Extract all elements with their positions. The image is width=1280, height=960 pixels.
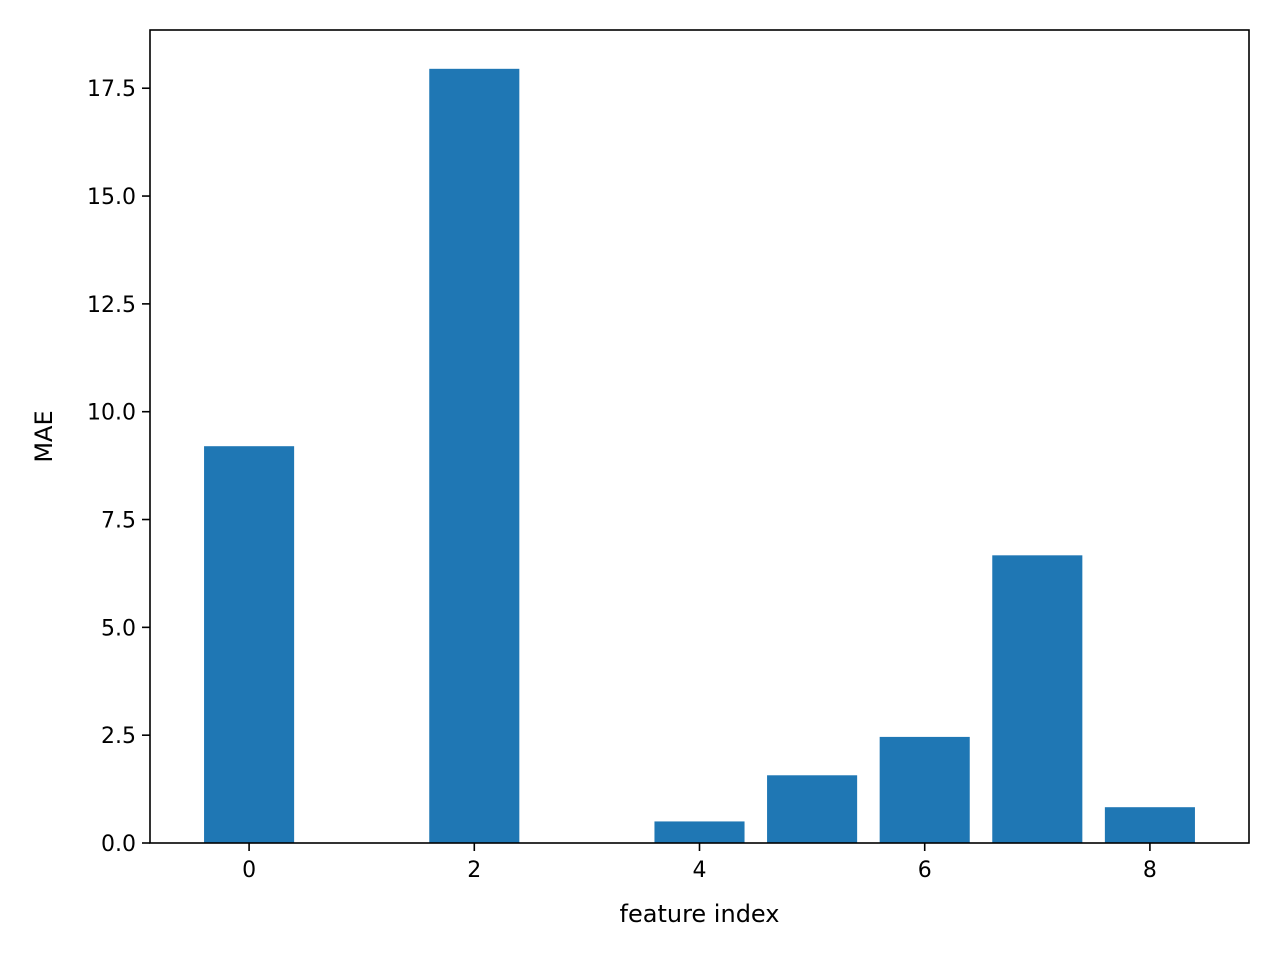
bar-feature-8 — [1104, 807, 1195, 843]
y-tick-label: 2.5 — [101, 724, 136, 749]
x-tick-label: 4 — [693, 858, 707, 883]
bar-feature-5 — [767, 775, 858, 843]
y-axis-label: MAE — [30, 410, 58, 462]
x-tick-label: 0 — [242, 858, 256, 883]
bar-feature-4 — [654, 821, 745, 843]
y-tick-label: 17.5 — [87, 77, 136, 102]
y-tick-label: 0.0 — [101, 832, 136, 857]
bar-feature-6 — [879, 736, 970, 843]
x-tick-label: 2 — [467, 858, 481, 883]
y-tick-label: 12.5 — [87, 293, 136, 318]
bars-group — [204, 68, 1195, 844]
y-tick-label: 7.5 — [101, 509, 136, 534]
bar-feature-0 — [204, 446, 295, 843]
x-axis-label: feature index — [620, 900, 780, 928]
y-tick-label: 15.0 — [87, 185, 136, 210]
x-axis-ticks: 0 2 4 6 8 — [242, 843, 1157, 883]
x-tick-label: 6 — [918, 858, 932, 883]
x-tick-label: 8 — [1143, 858, 1157, 883]
bar-feature-2 — [429, 68, 520, 844]
bar-feature-7 — [992, 555, 1083, 843]
y-tick-label: 10.0 — [87, 401, 136, 426]
y-axis-ticks: 0.0 2.5 5.0 7.5 10.0 12.5 15.0 17.5 — [87, 77, 150, 857]
plot-frame — [149, 29, 1250, 844]
y-tick-label: 5.0 — [101, 616, 136, 641]
